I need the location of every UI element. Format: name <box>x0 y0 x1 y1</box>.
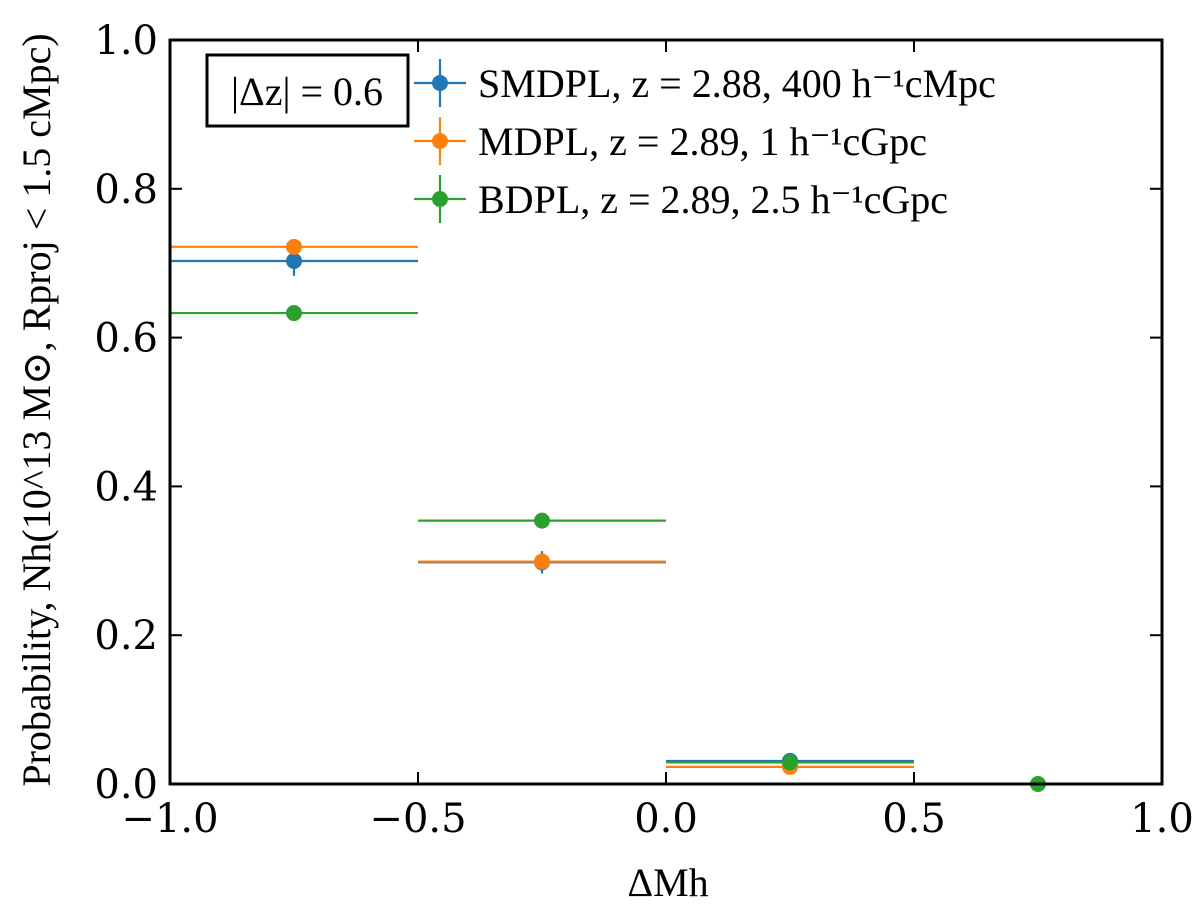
legend-entry-0: SMDPL, z = 2.88, 400 h⁻¹cMpc <box>414 59 996 107</box>
y-tick-label: 1.0 <box>94 18 158 64</box>
annotation-text: |Δz| = 0.6 <box>231 69 383 114</box>
data-point <box>286 305 302 322</box>
y-tick-label: 0.0 <box>94 762 158 808</box>
y-tick-label: 0.8 <box>94 167 158 213</box>
y-tick-label: 0.2 <box>94 613 158 659</box>
series-2 <box>170 305 1162 792</box>
legend-marker <box>432 133 448 149</box>
legend-label: SMDPL, z = 2.88, 400 h⁻¹cMpc <box>478 61 996 106</box>
legend-marker <box>432 75 448 91</box>
plot-frame <box>168 38 1164 786</box>
data-point <box>286 238 302 255</box>
legend-marker <box>432 191 448 207</box>
legend-entry-2: BDPL, z = 2.89, 2.5 h⁻¹cGpc <box>414 175 948 223</box>
x-tick-label: 0.0 <box>634 796 698 842</box>
dz-annotation: |Δz| = 0.6 <box>205 53 410 128</box>
x-axis-label: ΔMh <box>627 860 708 905</box>
data-point <box>534 512 550 529</box>
data-point <box>286 252 302 269</box>
annotation-box <box>205 53 410 128</box>
x-ticks: −1.0 −0.5 0.0 0.5 1.0 <box>121 40 1194 842</box>
legend-label: BDPL, z = 2.89, 2.5 h⁻¹cGpc <box>478 177 948 222</box>
data-marks <box>170 238 1162 792</box>
y-tick-label: 0.4 <box>94 464 158 510</box>
legend-label: MDPL, z = 2.89, 1 h⁻¹cGpc <box>478 119 927 164</box>
y-ticks: 0.0 0.2 0.4 0.6 0.8 1.0 <box>94 18 1162 808</box>
x-tick-label: −1.0 <box>121 796 218 842</box>
y-axis-label: Probability, Nh(10^13 M⊙, Rproj < 1.5 cM… <box>14 33 59 786</box>
data-point <box>534 553 550 570</box>
x-tick-label: 1.0 <box>1130 796 1194 842</box>
data-point <box>782 754 798 771</box>
x-tick-label: 0.5 <box>882 796 946 842</box>
y-tick-label: 0.6 <box>94 316 158 362</box>
legend-entry-1: MDPL, z = 2.89, 1 h⁻¹cGpc <box>414 117 927 165</box>
legend: SMDPL, z = 2.88, 400 h⁻¹cMpc MDPL, z = 2.… <box>414 59 996 223</box>
series-1 <box>170 238 914 775</box>
series-0 <box>170 246 914 769</box>
x-tick-label: −0.5 <box>369 796 466 842</box>
